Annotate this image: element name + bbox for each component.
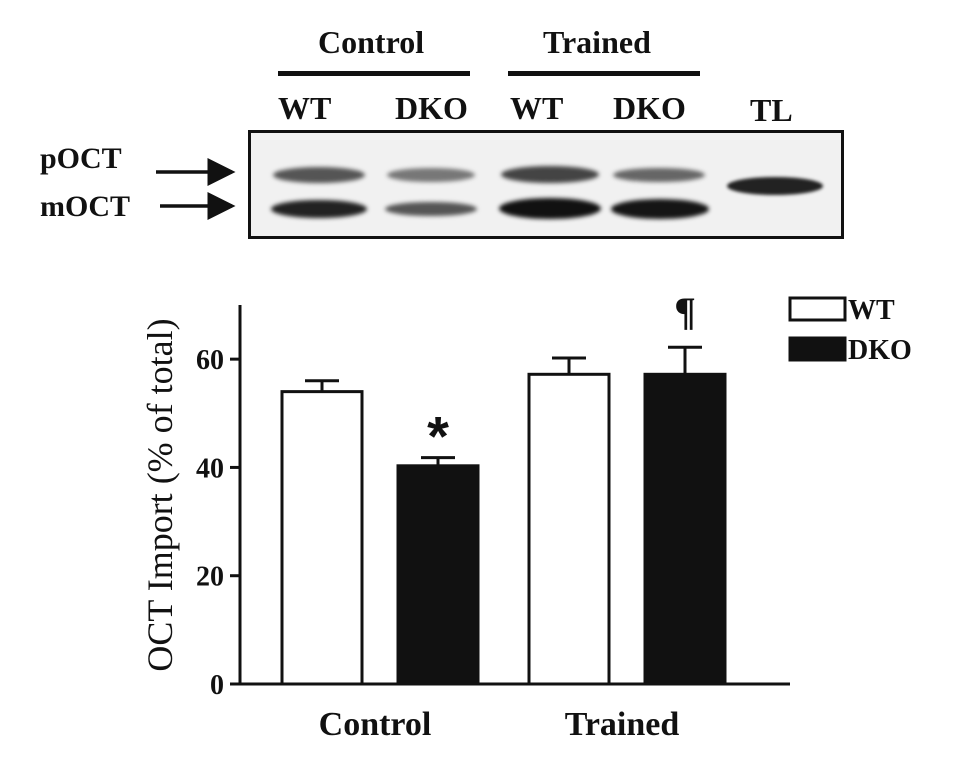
blot-band: [613, 168, 705, 182]
blot-row-label-poct: pOCT: [40, 142, 122, 175]
y-tick-label: 40: [196, 453, 224, 484]
legend-label: WT: [848, 295, 895, 326]
blot-group-label-trained: Trained: [543, 24, 651, 60]
significance-marker: ¶: [674, 289, 696, 334]
blot-band: [611, 199, 709, 219]
blot-group-rule-control: [278, 71, 470, 76]
bar-dko-control: [396, 464, 480, 686]
blot-band: [271, 200, 367, 218]
blot-band: [727, 177, 823, 195]
blot-lane-label: DKO: [613, 90, 686, 126]
y-axis-label: OCT Import (% of total): [140, 318, 180, 671]
blot-lane-label: TL: [750, 92, 793, 128]
y-tick-label: 0: [210, 670, 224, 701]
blot-band: [501, 166, 599, 183]
significance-marker: *: [427, 405, 449, 468]
legend-swatch-dko: [788, 336, 847, 362]
y-tick-label: 20: [196, 562, 224, 593]
blot-lane-label: WT: [510, 90, 564, 126]
legend-swatch-wt: [788, 296, 847, 322]
blot-lane-label: DKO: [395, 90, 468, 126]
x-category-label: Control: [319, 706, 432, 743]
bar-wt-trained: [527, 372, 611, 686]
blot-group-label-control: Control: [318, 24, 425, 60]
legend-label: DKO: [848, 335, 912, 366]
blot-row-label-moct: mOCT: [40, 190, 130, 223]
blot-band: [387, 168, 475, 182]
blot-group-rule-trained: [508, 71, 700, 76]
blot-band: [273, 167, 365, 183]
blot-lane-label: WT: [278, 90, 332, 126]
y-tick-label: 60: [196, 345, 224, 376]
bar-wt-control: [280, 390, 364, 686]
bar-dko-trained: [643, 372, 727, 686]
x-category-label: Trained: [565, 706, 680, 743]
blot-band: [385, 202, 477, 216]
blot-band: [499, 198, 601, 219]
western-blot-image: [248, 130, 844, 239]
